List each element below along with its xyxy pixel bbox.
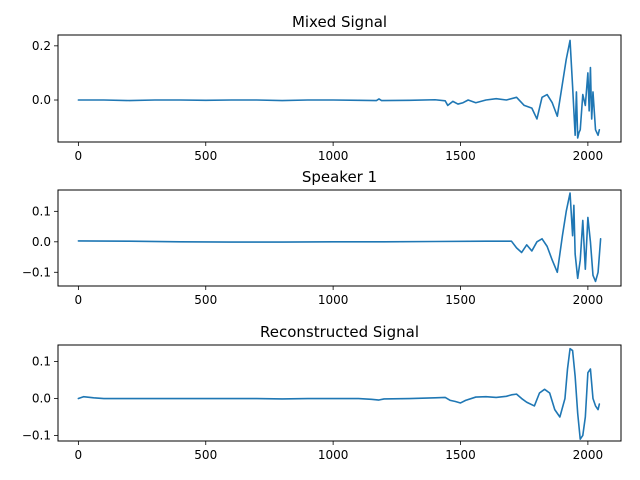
x-tick-label: 1000 <box>318 293 349 307</box>
axes-frame <box>57 34 622 143</box>
y-tick-label: 0.2 <box>32 39 51 53</box>
axes-frame <box>57 189 622 287</box>
x-tick-label: 0 <box>75 293 83 307</box>
x-tick-label: 1000 <box>318 149 349 163</box>
chart-title: Mixed Signal <box>292 13 387 31</box>
axes-frame <box>57 344 622 442</box>
x-tick-label: 500 <box>194 293 217 307</box>
x-tick-label: 1500 <box>445 293 476 307</box>
x-tick-label: 1000 <box>318 448 349 462</box>
x-tick-label: 0 <box>75 149 83 163</box>
series-line <box>77 347 601 440</box>
y-tick-label: 0.0 <box>32 93 51 107</box>
chart-title: Speaker 1 <box>302 168 377 186</box>
y-tick-label: 0.0 <box>32 235 51 249</box>
x-tick-label: 1500 <box>445 448 476 462</box>
subplot-reconstructed-signal: Reconstructed Signal 0 500 1000 1500 2000 −0.1… <box>22 323 622 462</box>
subplot-speaker-1: Speaker 1 0 500 1000 1500 2000 −0.1 0.0 0.1 <box>22 168 622 307</box>
y-tick-label: −0.1 <box>22 428 51 442</box>
subplot-mixed-signal: Mixed Signal 0 500 1000 1500 2000 0.0 0.2 <box>32 13 622 163</box>
y-tick-label: 0.1 <box>32 355 51 369</box>
x-tick-label: 1500 <box>445 149 476 163</box>
series-line <box>77 39 601 139</box>
x-tick-label: 500 <box>194 149 217 163</box>
x-tick-label: 2000 <box>573 149 604 163</box>
y-tick-label: 0.0 <box>32 392 51 406</box>
chart-title: Reconstructed Signal <box>260 323 419 341</box>
x-tick-label: 2000 <box>573 293 604 307</box>
x-tick-label: 0 <box>75 448 83 462</box>
y-tick-label: −0.1 <box>22 265 51 279</box>
y-tick-label: 0.1 <box>32 204 51 218</box>
x-tick-label: 500 <box>194 448 217 462</box>
series-line <box>77 192 602 283</box>
x-tick-label: 2000 <box>573 448 604 462</box>
